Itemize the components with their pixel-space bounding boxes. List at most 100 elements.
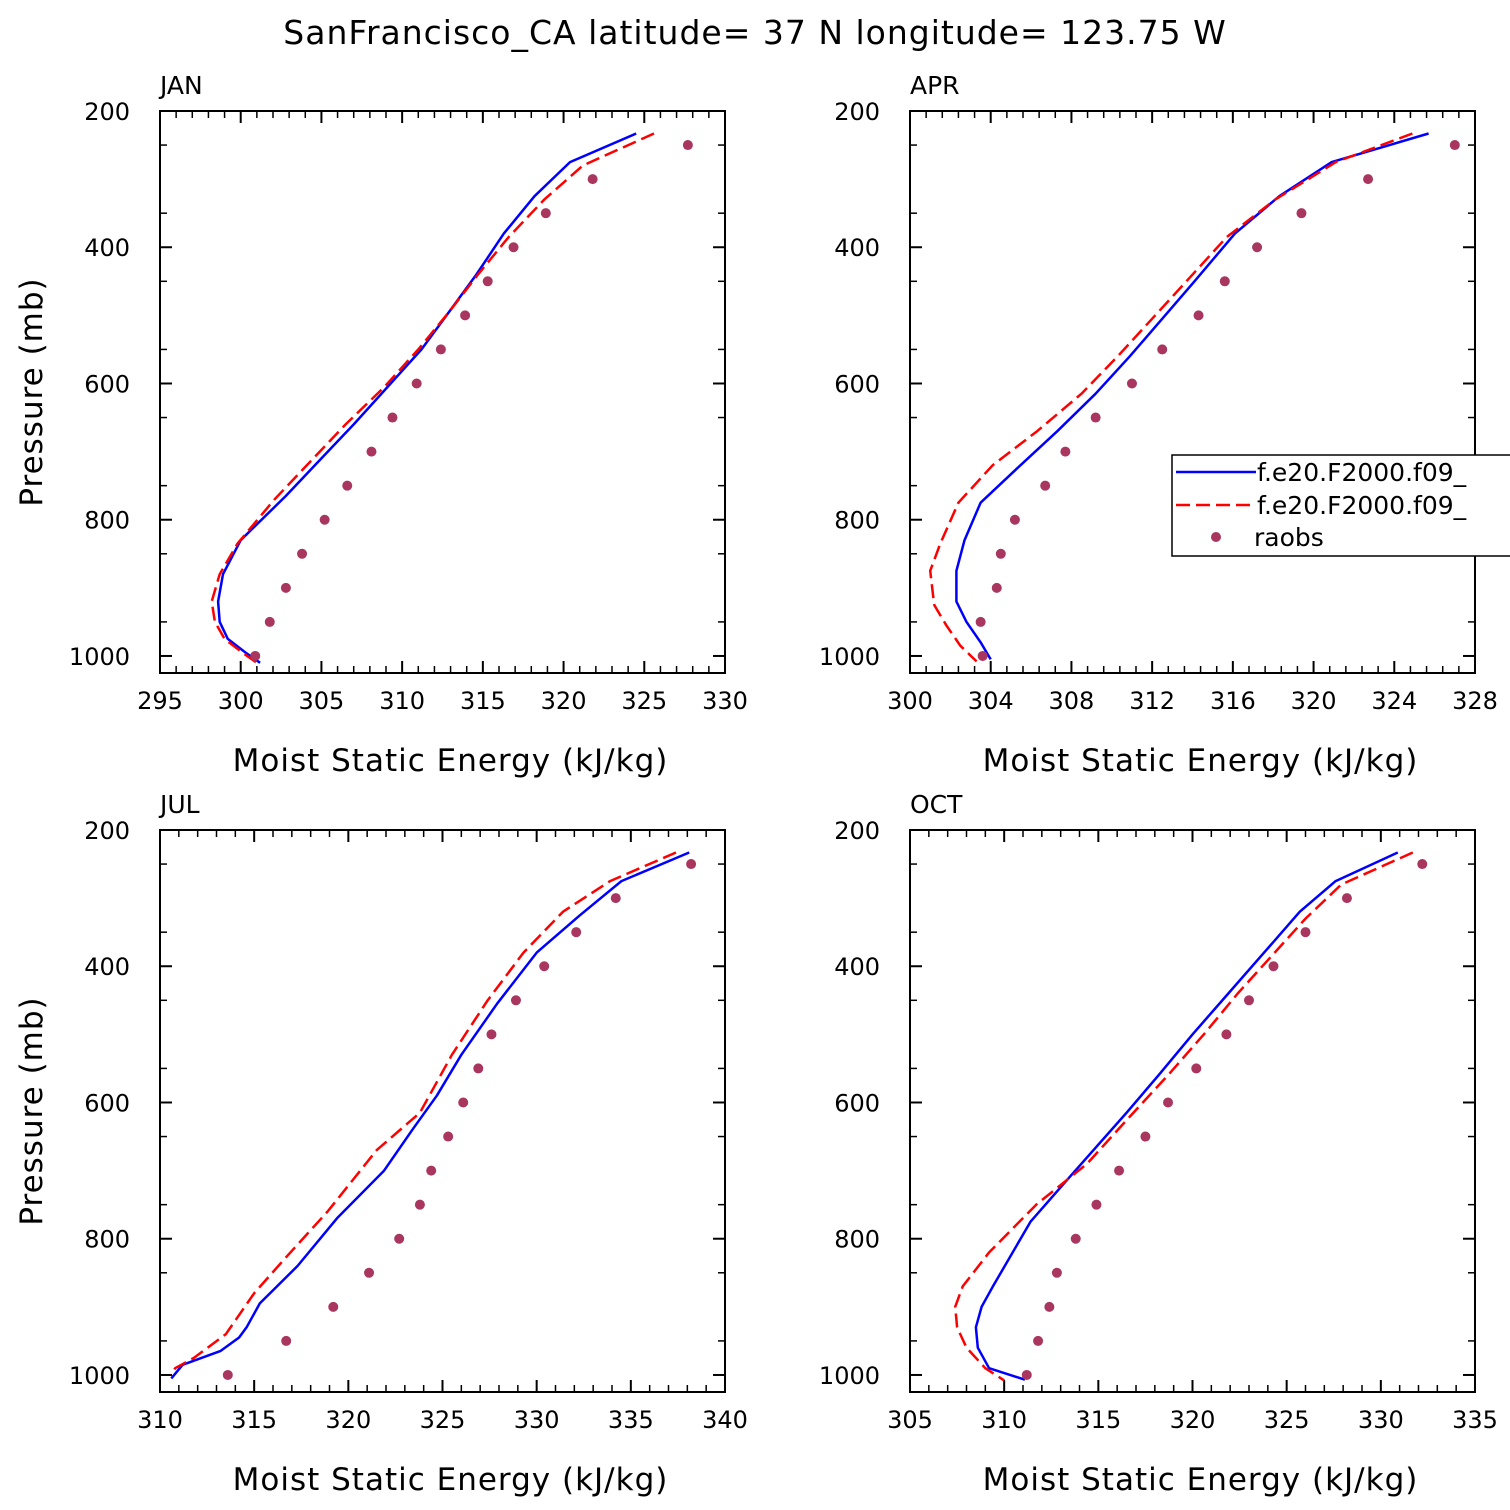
panel-title: APR bbox=[910, 71, 960, 100]
raobs-point bbox=[222, 1369, 233, 1380]
series-line-solid bbox=[216, 132, 637, 664]
raobs-point bbox=[540, 208, 551, 219]
raobs-point bbox=[1091, 1199, 1102, 1210]
raobs-point bbox=[1268, 961, 1279, 972]
y-tick-label: 800 bbox=[834, 1226, 880, 1254]
y-tick-label: 400 bbox=[834, 953, 880, 981]
raobs-point bbox=[977, 650, 988, 661]
raobs-point bbox=[1044, 1301, 1055, 1312]
raobs-point bbox=[510, 995, 521, 1006]
x-tick-label: 340 bbox=[702, 1406, 748, 1434]
raobs-point bbox=[1244, 995, 1254, 1006]
y-tick-label: 800 bbox=[84, 1226, 130, 1254]
y-axis-label: Pressure (mb) bbox=[14, 277, 50, 506]
raobs-point bbox=[1090, 412, 1101, 423]
raobs-point bbox=[1252, 242, 1263, 253]
x-tick-label: 325 bbox=[1264, 1406, 1310, 1434]
x-tick-label: 330 bbox=[514, 1406, 560, 1434]
raobs-point bbox=[1033, 1335, 1044, 1346]
legend: f.e20.F2000.f09_ f.e20.F2000.f09_ raobs bbox=[1171, 454, 1510, 557]
y-tick-label: 200 bbox=[84, 817, 130, 845]
legend-label-raobs: raobs bbox=[1254, 523, 1324, 552]
legend-label-model-dashed: f.e20.F2000.f09_ bbox=[1257, 491, 1467, 520]
raobs-point bbox=[1193, 310, 1204, 321]
x-tick-label: 330 bbox=[702, 687, 748, 715]
raobs-point bbox=[1114, 1165, 1125, 1176]
raobs-point bbox=[587, 174, 598, 185]
raobs-point bbox=[319, 514, 330, 525]
raobs-point bbox=[342, 480, 353, 491]
raobs-point bbox=[1021, 1369, 1032, 1380]
panel-oct: 305 310 315 320 325 330 335 200 400 600 800 1000 OCT… bbox=[819, 790, 1498, 1498]
x-axis-label: Moist Static Energy (kJ/kg) bbox=[233, 743, 669, 779]
raobs-point bbox=[975, 616, 986, 627]
y-tick-label: 400 bbox=[84, 953, 130, 981]
x-tick-label: 312 bbox=[1129, 687, 1175, 715]
raobs-point bbox=[387, 412, 398, 423]
y-tick-label: 800 bbox=[834, 507, 880, 535]
legend-dot-raobs bbox=[1211, 532, 1221, 542]
raobs-point bbox=[1126, 378, 1137, 389]
x-tick-label: 305 bbox=[887, 1406, 933, 1434]
raobs-point bbox=[610, 893, 621, 904]
y-tick-label: 1000 bbox=[819, 1362, 880, 1390]
raobs-point bbox=[460, 310, 471, 321]
x-tick-label: 335 bbox=[1452, 1406, 1498, 1434]
raobs-point bbox=[1040, 480, 1051, 491]
raobs-point bbox=[1449, 140, 1460, 151]
x-tick-label: 320 bbox=[541, 687, 587, 715]
x-tick-label: 308 bbox=[1049, 687, 1095, 715]
x-axis-label: Moist Static Energy (kJ/kg) bbox=[983, 1462, 1419, 1498]
plot-frame bbox=[909, 110, 1476, 674]
y-tick-label: 200 bbox=[834, 98, 880, 126]
x-tick-label: 310 bbox=[137, 1406, 183, 1434]
raobs-point bbox=[328, 1301, 339, 1312]
raobs-point bbox=[482, 276, 493, 287]
series-line-dashed bbox=[210, 132, 655, 664]
raobs-point bbox=[443, 1131, 454, 1142]
x-tick-label: 315 bbox=[231, 1406, 277, 1434]
raobs-point bbox=[1300, 927, 1311, 938]
raobs-point bbox=[1363, 174, 1374, 185]
panel-title: JAN bbox=[158, 71, 203, 100]
x-tick-label: 310 bbox=[379, 687, 425, 715]
raobs-point bbox=[1140, 1131, 1151, 1142]
y-tick-label: 1000 bbox=[69, 1362, 130, 1390]
series-line-solid bbox=[955, 132, 1429, 661]
raobs-point bbox=[995, 548, 1006, 559]
raobs-point bbox=[297, 548, 308, 559]
x-tick-label: 315 bbox=[460, 687, 506, 715]
y-tick-label: 400 bbox=[834, 234, 880, 262]
raobs-point bbox=[1070, 1233, 1081, 1244]
x-axis-label: Moist Static Energy (kJ/kg) bbox=[233, 1462, 669, 1498]
x-tick-label: 320 bbox=[1291, 687, 1337, 715]
raobs-point bbox=[364, 1267, 375, 1278]
raobs-point bbox=[1060, 446, 1071, 457]
panel-apr: 300 304 308 312 316 320 324 328 200 400 600 800 1000… bbox=[819, 71, 1498, 779]
raobs-point bbox=[473, 1063, 484, 1074]
x-tick-label: 328 bbox=[1452, 687, 1498, 715]
x-tick-label: 330 bbox=[1358, 1406, 1404, 1434]
raobs-point bbox=[1163, 1097, 1174, 1108]
raobs-point bbox=[1219, 276, 1230, 287]
y-tick-label: 600 bbox=[834, 370, 880, 398]
raobs-point bbox=[280, 582, 291, 593]
raobs-point bbox=[411, 378, 422, 389]
x-tick-label: 305 bbox=[299, 687, 345, 715]
raobs-point bbox=[366, 446, 377, 457]
x-axis-label: Moist Static Energy (kJ/kg) bbox=[983, 743, 1419, 779]
series-line-dashed bbox=[170, 851, 677, 1376]
raobs-point bbox=[1157, 344, 1168, 355]
y-tick-label: 200 bbox=[834, 817, 880, 845]
y-tick-label: 600 bbox=[834, 1089, 880, 1117]
y-tick-label: 800 bbox=[84, 507, 130, 535]
y-tick-label: 400 bbox=[84, 234, 130, 262]
raobs-point bbox=[1296, 208, 1307, 219]
x-tick-label: 316 bbox=[1210, 687, 1256, 715]
raobs-point bbox=[426, 1165, 437, 1176]
panel-title: JUL bbox=[158, 790, 200, 819]
raobs-point bbox=[1009, 514, 1020, 525]
plot-frame bbox=[909, 829, 1476, 1393]
panel-jul: 310 315 320 325 330 335 340 200 400 600 800 1000 JUL… bbox=[14, 790, 748, 1498]
raobs-point bbox=[1341, 893, 1352, 904]
